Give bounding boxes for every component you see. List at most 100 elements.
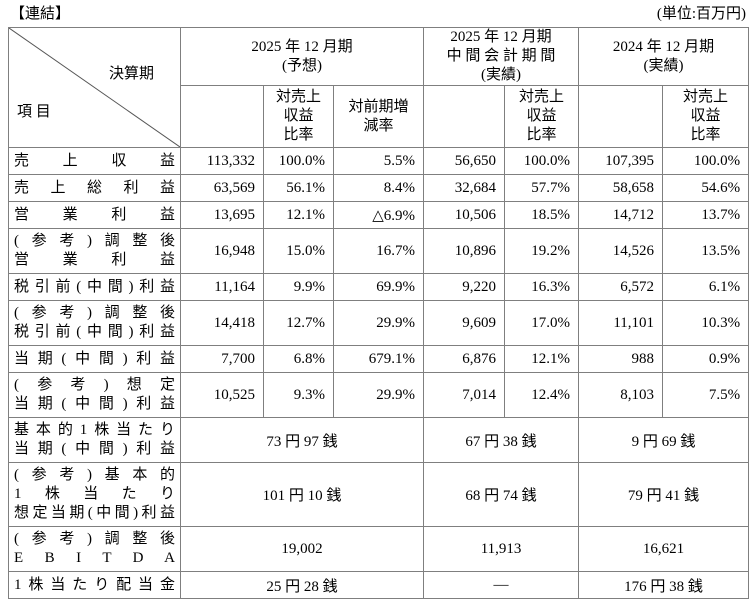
value-cell: 10,506 [423,201,506,229]
value-cell: 54.6% [662,174,750,202]
value-cell: 9.3% [263,372,334,418]
row-label: 1株当たり配当金 [8,571,181,599]
row-label: (参考)調整後 営業利益 [8,228,181,274]
value-cell: 14,712 [578,201,664,229]
value-cell: 7,700 [180,345,264,373]
row-label-line: (参考)調整後 [14,531,175,547]
value-cell: 18.5% [504,201,580,229]
value-cell: 58,658 [578,174,664,202]
value-cell: 16.7% [332,228,425,274]
value-cell: 17.0% [504,300,580,346]
diagonal-divider-line [9,28,180,147]
subheader-amount-2024-actual [578,85,664,148]
value-cell: 100.0% [263,147,334,175]
value-cell: 7,014 [423,372,506,418]
unit-label: (単位:百万円) [656,6,746,22]
row-label: 営業利益 [8,201,181,229]
value-cell: 6.8% [263,345,334,373]
value-cell: 101 円 10 銭 [179,462,425,527]
financial-results-table: 決算期 項 目 2025 年 12 月期 (予想) 2025 年 12 月期 中… [8,27,750,599]
table-header: 決算期 項 目 2025 年 12 月期 (予想) 2025 年 12 月期 中… [8,27,750,148]
table-row: 営業利益 13,695 12.1% △6.9% 10,506 18.5% 14,712 13.… [8,201,750,229]
row-label-line: (参考)基本的 [14,467,175,483]
row-label: (参考)調整後 税引前(中間)利益 [8,300,181,346]
value-cell: 19,002 [179,526,425,572]
value-cell: 57.7% [504,174,580,202]
row-label-line: 1株当たり [14,486,175,502]
value-cell: 68 円 74 銭 [423,462,580,527]
row-label-line: 営業利益 [14,206,175,223]
row-label-line: 想定当期(中間)利益 [14,505,175,521]
value-cell: 67 円 38 銭 [423,417,580,463]
value-cell: 8,103 [578,372,664,418]
section-title: 【連結】 [10,6,71,22]
table-row: (参考)調整後 営業利益 16,948 15.0% 16.7% 10,896 19.2% 14… [8,228,750,274]
value-cell: 29.9% [332,300,425,346]
corner-label-item: 項 目 [17,104,51,120]
table-row: (参考)基本的 1株当たり想定当期(中間)利益 101 円 10 銭 68 円 74 … [8,462,750,527]
value-cell: 100.0% [504,147,580,175]
table-body: 売上収益 113,332 100.0% 5.5% 56,650 100.0% 107,395… [8,147,750,599]
subheader-sales-ratio-2025-forecast: 対売上 収益 比率 [263,85,334,148]
value-cell: 988 [578,345,664,373]
column-group-2025-interim-actual: 2025 年 12 月期 中 間 会 計 期 間 (実績) [423,27,580,86]
value-cell: 14,526 [578,228,664,274]
value-cell: 12.1% [504,345,580,373]
value-cell: 12.7% [263,300,334,346]
value-cell: 5.5% [332,147,425,175]
value-cell: 10.3% [662,300,750,346]
value-cell: 6,572 [578,273,664,301]
value-cell: 113,332 [180,147,264,175]
corner-label-fiscal-period: 決算期 [108,66,154,82]
row-label-line: (参考)調整後 [14,305,175,321]
table-row: (参考)想定 当期(中間)利益 10,525 9.3% 29.9% 7,014 12.4% 8… [8,372,750,418]
row-label-line: E B I T D A [14,550,175,566]
value-cell: 73 円 97 銭 [179,417,425,463]
value-cell: 6,876 [423,345,506,373]
header-group-row: 決算期 項 目 2025 年 12 月期 (予想) 2025 年 12 月期 中… [8,27,750,148]
value-cell: 13.5% [662,228,750,274]
value-cell: 11,101 [578,300,664,346]
row-label: (参考)想定 当期(中間)利益 [8,372,181,418]
value-cell: 12.4% [504,372,580,418]
table-row: 税引前(中間)利益 11,164 9.9% 69.9% 9,220 16.3% 6,572 6… [8,273,750,301]
value-cell: 13,695 [180,201,264,229]
value-cell: 19.2% [504,228,580,274]
row-label-line: 売上収益 [14,152,175,169]
value-cell: 176 円 38 銭 [578,571,750,599]
value-cell: 8.4% [332,174,425,202]
top-bar: 【連結】 (単位:百万円) [4,2,748,27]
value-cell: 12.1% [263,201,334,229]
value-cell: 9,609 [423,300,506,346]
row-label-line: (参考)想定 [14,377,175,393]
row-label: 売上収益 [8,147,181,175]
row-label-line: 税引前(中間)利益 [14,278,175,295]
row-label-line: (参考)調整後 [14,233,175,249]
value-cell: ― [423,571,580,599]
value-cell: 0.9% [662,345,750,373]
row-label: 税引前(中間)利益 [8,273,181,301]
header-sub-row: 対売上 収益 比率 対前期増 減率 対売上 収益 比率 対売上 収益 比率 [9,85,750,148]
value-cell: 679.1% [332,345,425,373]
row-label: 基本的1株当たり 当期(中間)利益 [8,417,181,463]
row-label-line: 営業利益 [14,252,175,268]
value-cell: 7.5% [662,372,750,418]
table-row: (参考)調整後 E B I T D A 19,002 11,913 16,621 [8,526,750,572]
page: 【連結】 (単位:百万円) 決算期 項 目 2025 年 1 [4,2,750,599]
value-cell: 9,220 [423,273,506,301]
value-cell: 56,650 [423,147,506,175]
value-cell: 9 円 69 銭 [578,417,750,463]
column-group-2024-actual: 2024 年 12 月期 (実績) [578,27,750,86]
value-cell: 9.9% [263,273,334,301]
value-cell: 10,896 [423,228,506,274]
row-label: (参考)基本的 1株当たり想定当期(中間)利益 [8,462,181,527]
row-label-line: 売上総利益 [14,179,175,196]
value-cell: 25 円 28 銭 [179,571,425,599]
subheader-sales-ratio-2024-actual: 対売上 収益 比率 [662,85,750,148]
table-row: 1株当たり配当金 25 円 28 銭 ― 176 円 38 銭 [8,571,750,599]
subheader-yoy-change-rate: 対前期増 減率 [332,85,425,148]
value-cell: 69.9% [332,273,425,301]
row-label-line: 当期(中間)利益 [14,441,175,457]
column-group-2025-forecast: 2025 年 12 月期 (予想) [179,27,425,86]
value-cell: 100.0% [662,147,750,175]
